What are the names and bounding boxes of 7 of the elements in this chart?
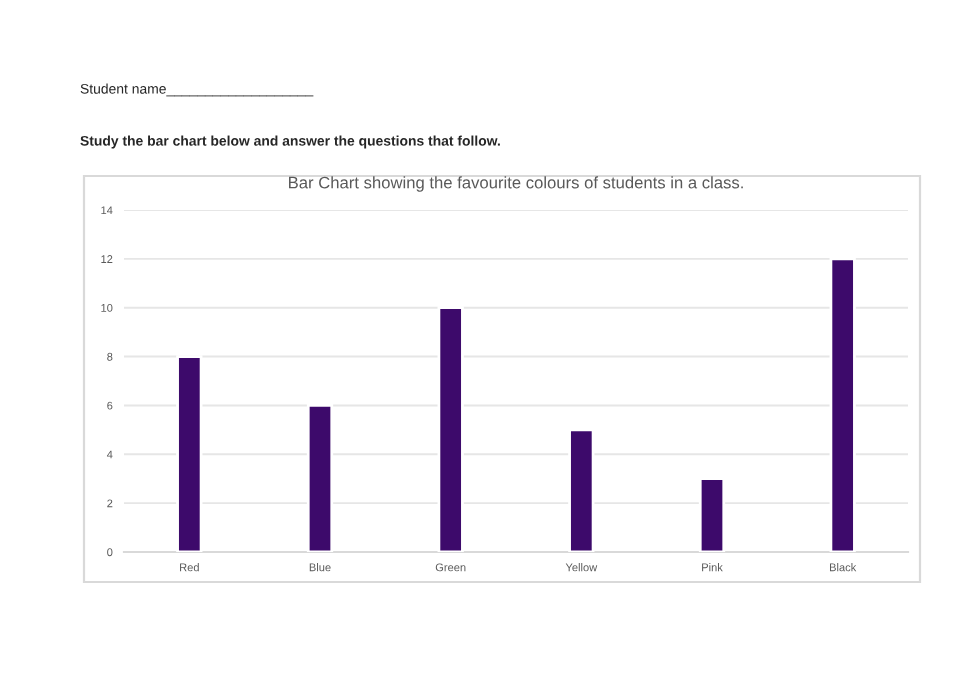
bar [176,355,203,552]
bar [698,477,726,552]
bar [829,257,856,552]
bar [306,404,334,552]
chart-title: Bar Chart showing the favourite colours of students in a class. [289,176,743,192]
bar [437,306,464,552]
bar [568,428,595,552]
